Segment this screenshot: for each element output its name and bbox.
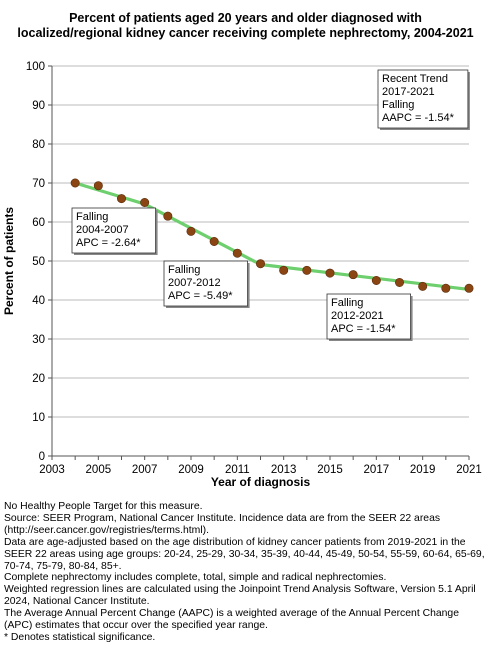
annotation-seg1-line-3: APC = -2.64*	[76, 237, 141, 249]
footnote-target: No Healthy People Target for this measur…	[4, 501, 203, 512]
data-point-2013	[279, 265, 289, 275]
x-tick-label-2003: 2003	[39, 464, 65, 476]
y-axis-label: Percent of patients	[2, 207, 16, 315]
annotation-recent-line-3: Falling	[382, 99, 414, 111]
data-point-2020	[441, 283, 451, 293]
data-point-2008	[163, 211, 173, 221]
footnote-age-adjust: Data are age-adjusted based on the age d…	[4, 536, 485, 572]
annotation-recent-line-1: Recent Trend	[382, 73, 448, 85]
x-tick-label-2011: 2011	[225, 464, 250, 476]
x-tick-label-2021: 2021	[456, 464, 482, 476]
annotation-seg3-line-2: 2012-2021	[331, 310, 384, 322]
data-point-2007	[140, 198, 150, 208]
annotation-seg1-line-2: 2004-2007	[76, 224, 129, 236]
chart-title-line-1: Percent of patients aged 20 years and ol…	[69, 11, 422, 25]
chart-title: Percent of patients aged 20 years and ol…	[0, 11, 491, 41]
annotation-recent-line-2: 2017-2021	[382, 86, 435, 98]
x-tick-label-2017: 2017	[364, 464, 390, 476]
x-tick-label-2013: 2013	[271, 464, 297, 476]
x-axis-label: Year of diagnosis	[211, 475, 311, 489]
y-tick-label-70: 70	[32, 178, 45, 190]
data-point-2006	[117, 194, 127, 204]
annotation-seg2-line-3: APC = -5.49*	[168, 290, 233, 302]
y-tick-label-90: 90	[32, 100, 45, 112]
data-point-2021	[464, 283, 474, 293]
footnotes: No Healthy People Target for this measur…	[4, 501, 489, 644]
data-point-2004	[70, 178, 80, 188]
data-point-2012	[255, 259, 265, 269]
data-point-2019	[418, 281, 428, 291]
footnote-source: Source: SEER Program, National Cancer In…	[4, 512, 441, 536]
y-tick-label-100: 100	[26, 61, 45, 73]
data-point-2017	[371, 275, 381, 285]
y-tick-label-10: 10	[32, 412, 45, 424]
annotation-box-seg3	[326, 293, 411, 340]
line-chart: 0 10 20 30 40 50 60 70 80 90 100 2003 2005 2007 2009 20…	[2, 61, 482, 489]
data-point-2018	[394, 277, 404, 287]
data-point-2009	[186, 226, 196, 236]
footnote-aapc: The Average Annual Percent Change (AAPC)…	[4, 608, 459, 632]
annotation-box-seg2	[163, 260, 248, 307]
annotation-seg1-line-1: Falling	[76, 211, 108, 223]
annotation-box-seg1	[71, 207, 156, 254]
data-point-2011	[232, 248, 242, 258]
y-tick-label-30: 30	[32, 334, 45, 346]
footnote-definition: Complete nephrectomy includes complete, …	[4, 572, 387, 584]
data-point-2014	[302, 265, 312, 275]
data-point-2015	[325, 268, 335, 278]
annotation-seg2-line-1: Falling	[168, 264, 200, 276]
y-tick-label-80: 80	[32, 139, 45, 151]
x-tick-label-2019: 2019	[410, 464, 436, 476]
footnote-significance: * Denotes statistical significance.	[4, 631, 156, 643]
y-tick-label-60: 60	[32, 217, 45, 229]
annotation-seg2-line-2: 2007-2012	[168, 277, 221, 289]
y-tick-label-20: 20	[32, 373, 45, 385]
trend-line-segment-3	[258, 262, 471, 292]
x-tick-label-2015: 2015	[317, 464, 343, 476]
chart-title-line-2: localized/regional kidney cancer receivi…	[17, 26, 474, 40]
annotation-seg3-line-1: Falling	[331, 297, 363, 309]
data-point-2005	[93, 181, 103, 191]
data-point-2016	[348, 270, 358, 280]
trend-line-segment-1	[73, 181, 147, 206]
y-tick-label-0: 0	[39, 451, 45, 463]
x-tick-label-2005: 2005	[86, 464, 112, 476]
annotation-box-recent	[377, 69, 469, 129]
x-tick-label-2007: 2007	[132, 464, 158, 476]
y-tick-label-40: 40	[32, 295, 45, 307]
x-tick-label-2009: 2009	[178, 464, 204, 476]
annotation-recent-line-4: AAPC = -1.54*	[382, 112, 455, 124]
data-point-2010	[209, 237, 219, 247]
footnote-joinpoint: Weighted regression lines are calculated…	[4, 584, 476, 608]
annotation-seg3-line-3: APC = -1.54*	[331, 323, 396, 335]
y-tick-label-50: 50	[32, 256, 45, 268]
